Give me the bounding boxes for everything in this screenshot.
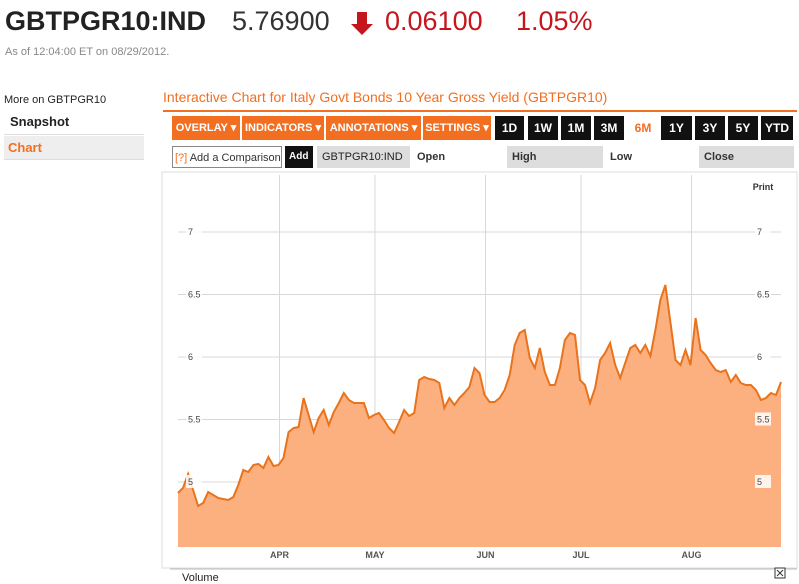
close-icon: [776, 569, 784, 577]
y-tick-box: [186, 225, 202, 238]
x-tick-label: MAY: [365, 550, 384, 560]
help-icon: [?]: [175, 152, 188, 164]
menu-button[interactable]: OVERLAY: [172, 116, 240, 140]
sidebar-text: Snapshot: [10, 114, 70, 129]
title-rule: [163, 110, 797, 112]
range-button[interactable]: 1M: [561, 116, 591, 140]
down-arrow: [351, 12, 373, 35]
menu-button[interactable]: ANNOTATIONS: [326, 116, 421, 140]
y-tick-box: [186, 287, 202, 301]
y-tick-box: [755, 475, 771, 488]
range-button[interactable]: 1Y: [661, 116, 692, 140]
symbol: GBTPGR10:IND: [5, 6, 207, 36]
high-field: High: [507, 146, 603, 168]
y-tick-box: [186, 350, 202, 363]
low-field: Low: [610, 151, 632, 163]
y-tick-label: 6: [757, 352, 762, 362]
symbol-field: GBTPGR10:IND: [317, 146, 410, 168]
y-tick-label: 6.5: [757, 290, 770, 300]
add-button[interactable]: Add: [285, 146, 313, 168]
y-tick-label: 5.5: [188, 415, 201, 425]
y-tick-label: 5: [757, 477, 762, 487]
print-link[interactable]: Print: [753, 182, 774, 192]
menu-button[interactable]: INDICATORS: [242, 116, 324, 140]
open-field: Open: [417, 151, 446, 163]
volume-label: Volume: [182, 572, 219, 584]
y-tick-label: 6: [188, 352, 193, 362]
y-tick-box: [755, 225, 771, 238]
placeholder: Add a Comparison: [189, 152, 281, 164]
menu-button[interactable]: SETTINGS: [423, 116, 491, 140]
x-tick-label: APR: [270, 550, 290, 560]
sidebar-item-active[interactable]: Chart: [4, 136, 144, 160]
sidebar-text: Chart: [8, 140, 42, 155]
range-button-active[interactable]: 6M: [628, 116, 658, 140]
y-tick-label: 5.5: [757, 415, 770, 425]
price: 5.76900: [232, 6, 330, 36]
y-tick-label: 7: [188, 227, 193, 237]
line: [177, 284, 782, 508]
y-tick-label: 5: [188, 477, 193, 487]
chart-title: Interactive Chart for Italy Govt Bonds 1…: [163, 89, 608, 105]
x-tick-label: JUL: [572, 550, 590, 560]
range-button[interactable]: 1W: [528, 116, 558, 140]
x-tick-label: AUG: [682, 550, 702, 560]
sidebar-heading: More on GBTPGR10: [4, 94, 107, 106]
y-tick-box: [186, 412, 202, 426]
range-button[interactable]: 1D: [495, 116, 524, 140]
range-button[interactable]: 3M: [594, 116, 624, 140]
change-percent: 1.05%: [516, 6, 593, 36]
sidebar-item[interactable]: Snapshot: [4, 110, 144, 135]
range-button[interactable]: YTD: [761, 116, 793, 140]
y-tick-box: [755, 287, 771, 301]
y-tick-box: [755, 350, 771, 363]
timestamp: As of 12:04:00 ET on 08/29/2012.: [5, 46, 170, 58]
x-tick-label: JUN: [477, 550, 495, 560]
range-button[interactable]: 5Y: [728, 116, 758, 140]
y-tick-box: [186, 475, 202, 488]
range-button[interactable]: 3Y: [695, 116, 725, 140]
y-tick-box: [755, 412, 771, 426]
close-field: Close: [699, 146, 794, 168]
comparison-input[interactable]: [?] Add a Comparison: [172, 146, 282, 168]
y-tick-label: 6.5: [188, 290, 201, 300]
y-tick-label: 7: [757, 227, 762, 237]
change: 0.06100: [385, 6, 483, 36]
